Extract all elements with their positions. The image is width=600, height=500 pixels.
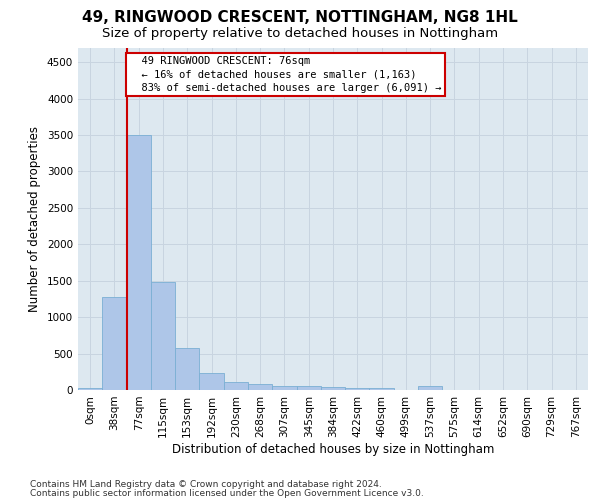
Bar (127, 135, 151, 390)
Y-axis label: Number of detached properties: Number of detached properties (28, 126, 41, 312)
Text: 49, RINGWOOD CRESCENT, NOTTINGHAM, NG8 1HL: 49, RINGWOOD CRESCENT, NOTTINGHAM, NG8 1… (82, 10, 518, 25)
X-axis label: Distribution of detached houses by size in Nottingham: Distribution of detached houses by size … (172, 442, 494, 456)
Bar (78, 388, 102, 390)
Bar (175, 348, 199, 390)
Bar (102, 298, 127, 390)
Text: Contains HM Land Registry data © Crown copyright and database right 2024.: Contains HM Land Registry data © Crown c… (30, 480, 382, 489)
Bar (418, 386, 442, 390)
Bar (370, 388, 394, 390)
Bar (321, 388, 345, 390)
Bar (345, 388, 370, 390)
Bar (272, 386, 296, 390)
Text: Contains public sector information licensed under the Open Government Licence v3: Contains public sector information licen… (30, 488, 424, 498)
Bar (296, 386, 321, 390)
Bar (151, 282, 175, 390)
Text: Size of property relative to detached houses in Nottingham: Size of property relative to detached ho… (102, 28, 498, 40)
Bar (248, 384, 272, 390)
Bar (199, 372, 224, 390)
Text: 49 RINGWOOD CRESCENT: 76sqm
  ← 16% of detached houses are smaller (1,163)
  83%: 49 RINGWOOD CRESCENT: 76sqm ← 16% of det… (129, 56, 442, 92)
Bar (224, 382, 248, 390)
